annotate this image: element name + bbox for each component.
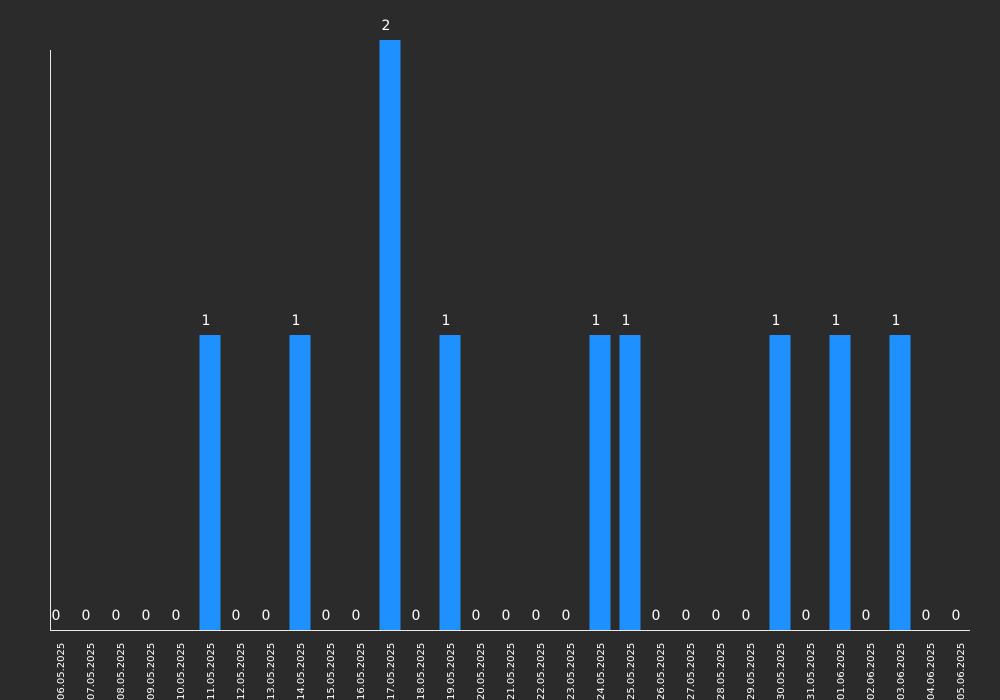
- data-label-21.05.2025: 0: [502, 608, 511, 624]
- data-label-01.06.2025: 1: [832, 313, 841, 329]
- x-tick-label-06.05.2025: 06.05.2025: [56, 643, 67, 700]
- data-label-19.05.2025: 1: [442, 313, 451, 329]
- bar-01.06.2025: [829, 335, 851, 630]
- data-label-03.06.2025: 1: [892, 313, 901, 329]
- x-tick-label-13.05.2025: 13.05.2025: [266, 643, 277, 700]
- x-tick-label-10.05.2025: 10.05.2025: [176, 643, 187, 700]
- x-tick-label-09.05.2025: 09.05.2025: [146, 643, 157, 700]
- x-tick-label-14.05.2025: 14.05.2025: [296, 643, 307, 700]
- value-labels-layer: 0 0 0 0 0 1 0 0 1 0 0 2 0 1 0 0 0 0 1 1 0 0 0 0 1 0 1 0 1 0 0: [52, 18, 961, 624]
- data-label-13.05.2025: 0: [262, 608, 271, 624]
- data-label-06.05.2025: 0: [52, 608, 61, 624]
- data-label-17.05.2025: 2: [382, 18, 391, 34]
- x-tick-label-20.05.2025: 20.05.2025: [476, 643, 487, 700]
- bar-19.05.2025: [439, 335, 461, 630]
- x-tick-label-19.05.2025: 19.05.2025: [446, 643, 457, 700]
- x-tick-label-04.06.2025: 04.06.2025: [926, 643, 937, 700]
- data-label-28.05.2025: 0: [712, 608, 721, 624]
- x-tick-label-25.05.2025: 25.05.2025: [626, 643, 637, 700]
- x-tick-label-11.05.2025: 11.05.2025: [206, 643, 217, 700]
- data-label-20.05.2025: 0: [472, 608, 481, 624]
- x-tick-label-12.05.2025: 12.05.2025: [236, 643, 247, 700]
- data-label-25.05.2025: 1: [622, 313, 631, 329]
- x-tick-label-07.05.2025: 07.05.2025: [86, 643, 97, 700]
- data-label-26.05.2025: 0: [652, 608, 661, 624]
- x-tick-label-26.05.2025: 26.05.2025: [656, 643, 667, 700]
- data-label-18.05.2025: 0: [412, 608, 421, 624]
- bar-03.06.2025: [889, 335, 911, 630]
- x-tick-label-21.05.2025: 21.05.2025: [506, 643, 517, 700]
- x-tick-label-30.05.2025: 30.05.2025: [776, 643, 787, 700]
- data-label-29.05.2025: 0: [742, 608, 751, 624]
- data-label-11.05.2025: 1: [202, 313, 211, 329]
- data-label-16.05.2025: 0: [352, 608, 361, 624]
- x-tick-label-05.06.2025: 05.06.2025: [956, 643, 967, 700]
- data-label-08.05.2025: 0: [112, 608, 121, 624]
- data-label-23.05.2025: 0: [562, 608, 571, 624]
- x-tick-label-29.05.2025: 29.05.2025: [746, 643, 757, 700]
- x-tick-label-24.05.2025: 24.05.2025: [596, 643, 607, 700]
- bar-17.05.2025: [379, 40, 401, 630]
- data-label-24.05.2025: 1: [592, 313, 601, 329]
- bar-24.05.2025: [589, 335, 611, 630]
- x-tick-label-16.05.2025: 16.05.2025: [356, 643, 367, 700]
- x-tick-label-28.05.2025: 28.05.2025: [716, 643, 727, 700]
- data-label-02.06.2025: 0: [862, 608, 871, 624]
- x-tick-label-31.05.2025: 31.05.2025: [806, 643, 817, 700]
- data-label-31.05.2025: 0: [802, 608, 811, 624]
- x-tick-label-03.06.2025: 03.06.2025: [896, 643, 907, 700]
- x-tick-label-02.06.2025: 02.06.2025: [866, 643, 877, 700]
- x-tick-label-08.05.2025: 08.05.2025: [116, 643, 127, 700]
- x-tick-labels: 06.05.2025 07.05.2025 08.05.2025 09.05.2025…: [56, 643, 967, 700]
- bar-25.05.2025: [619, 335, 641, 630]
- bars-layer: [199, 40, 911, 630]
- x-tick-label-23.05.2025: 23.05.2025: [566, 643, 577, 700]
- bar-11.05.2025: [199, 335, 221, 630]
- data-label-09.05.2025: 0: [142, 608, 151, 624]
- x-tick-label-15.05.2025: 15.05.2025: [326, 643, 337, 700]
- data-label-07.05.2025: 0: [82, 608, 91, 624]
- data-label-27.05.2025: 0: [682, 608, 691, 624]
- x-tick-label-17.05.2025: 17.05.2025: [386, 643, 397, 700]
- bar-14.05.2025: [289, 335, 311, 630]
- x-tick-label-22.05.2025: 22.05.2025: [536, 643, 547, 700]
- data-label-10.05.2025: 0: [172, 608, 181, 624]
- data-label-04.06.2025: 0: [922, 608, 931, 624]
- data-label-05.06.2025: 0: [952, 608, 961, 624]
- data-label-14.05.2025: 1: [292, 313, 301, 329]
- x-tick-label-18.05.2025: 18.05.2025: [416, 643, 427, 700]
- data-label-12.05.2025: 0: [232, 608, 241, 624]
- data-label-15.05.2025: 0: [322, 608, 331, 624]
- x-tick-label-27.05.2025: 27.05.2025: [686, 643, 697, 700]
- bar-30.05.2025: [769, 335, 791, 630]
- data-label-30.05.2025: 1: [772, 313, 781, 329]
- x-tick-label-01.06.2025: 01.06.2025: [836, 643, 847, 700]
- data-label-22.05.2025: 0: [532, 608, 541, 624]
